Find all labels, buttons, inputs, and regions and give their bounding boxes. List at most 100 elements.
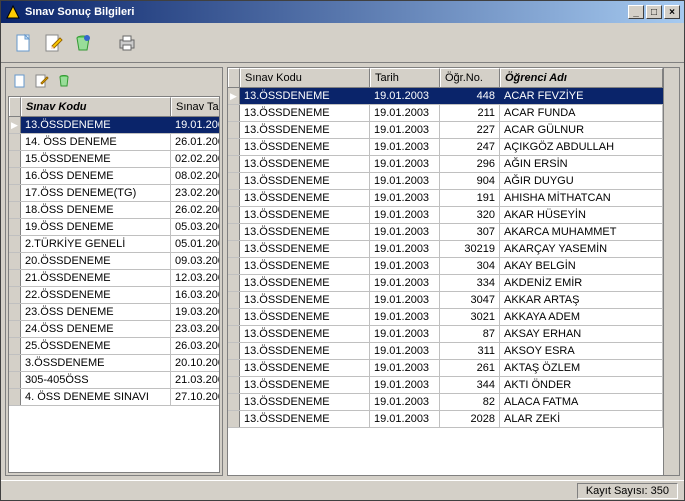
left-grid-row[interactable]: 22.ÖSSDENEME16.03.2003 [9,287,219,304]
cell-tarih: 08.02.2003 [171,168,219,184]
cell-kod: 13.ÖSSDENEME [240,207,370,223]
row-indicator [228,292,240,308]
right-grid-row[interactable]: 13.ÖSSDENEME19.01.200382ALACA FATMA [228,394,663,411]
left-grid[interactable]: Sınav Kodu Sınav Tarihi ▶13.ÖSSDENEME19.… [8,96,220,473]
right-grid-row[interactable]: ▶13.ÖSSDENEME19.01.2003448ACAR FEVZİYE [228,88,663,105]
left-grid-row[interactable]: 15.ÖSSDENEME02.02.2003 [9,151,219,168]
right-grid-row[interactable]: 13.ÖSSDENEME19.01.2003191AHISHA MİTHATCA… [228,190,663,207]
cell-ad: AKAY BELGİN [500,258,663,274]
right-grid-row[interactable]: 13.ÖSSDENEME19.01.2003307AKARCA MUHAMMET [228,224,663,241]
cell-kod: 13.ÖSSDENEME [240,88,370,104]
cell-tarih: 09.03.2003 [171,253,219,269]
left-grid-row[interactable]: 16.ÖSS DENEME08.02.2003 [9,168,219,185]
cell-tarih: 19.01.2003 [370,360,440,376]
right-grid-row[interactable]: 13.ÖSSDENEME19.01.2003334AKDENİZ EMİR [228,275,663,292]
left-grid-row[interactable]: 18.ÖSS DENEME26.02.2003 [9,202,219,219]
cell-no: 344 [440,377,500,393]
cell-ad: AKAR HÜSEYİN [500,207,663,223]
right-grid-row[interactable]: 13.ÖSSDENEME19.01.20033021AKKAYA ADEM [228,309,663,326]
cell-tarih: 19.01.2003 [370,173,440,189]
right-grid-row[interactable]: 13.ÖSSDENEME19.01.2003320AKAR HÜSEYİN [228,207,663,224]
main-toolbar [1,23,684,63]
col-ogrenci-adi[interactable]: Öğrenci Adı [500,68,663,87]
cell-tarih: 19.01.2003 [370,411,440,427]
cell-tarih: 23.02.2003 [171,185,219,201]
cell-kod: 25.ÖSSDENEME [21,338,171,354]
right-grid-row[interactable]: 13.ÖSSDENEME19.01.2003227ACAR GÜLNUR [228,122,663,139]
right-grid-row[interactable]: 13.ÖSSDENEME19.01.2003904AĞIR DUYGU [228,173,663,190]
col-ogr-no[interactable]: Öğr.No. [440,68,500,87]
cell-tarih: 19.01.2003 [370,326,440,342]
left-grid-row[interactable]: 4. ÖSS DENEME SINAVI27.10.2002 [9,389,219,406]
right-grid-row[interactable]: 13.ÖSSDENEME19.01.2003261AKTAŞ ÖZLEM [228,360,663,377]
col-sinav-tarihi[interactable]: Sınav Tarihi [171,97,219,116]
cell-ad: AĞIN ERSİN [500,156,663,172]
new-button[interactable] [9,29,37,57]
row-indicator [9,185,21,201]
cell-kod: 13.ÖSSDENEME [240,377,370,393]
left-grid-row[interactable]: ▶13.ÖSSDENEME19.01.2003 [9,117,219,134]
right-grid-row[interactable]: 13.ÖSSDENEME19.01.200330219AKARÇAY YASEM… [228,241,663,258]
right-grid-row[interactable]: 13.ÖSSDENEME19.01.200387AKSAY ERHAN [228,326,663,343]
cell-kod: 13.ÖSSDENEME [240,224,370,240]
print-button[interactable] [113,29,141,57]
cell-ad: AKSAY ERHAN [500,326,663,342]
col-sinav-kodu-r[interactable]: Sınav Kodu [240,68,370,87]
left-grid-row[interactable]: 24.ÖSS DENEME23.03.2003 [9,321,219,338]
row-indicator [9,355,21,371]
right-grid-row[interactable]: 13.ÖSSDENEME19.01.20033047AKKAR ARTAŞ [228,292,663,309]
edit-small-icon [34,73,50,89]
left-grid-row[interactable]: 23.ÖSS DENEME19.03.2003 [9,304,219,321]
left-edit-button[interactable] [32,71,52,91]
right-grid[interactable]: Sınav Kodu Tarih Öğr.No. Öğrenci Adı ▶13… [228,68,679,475]
cell-ad: AKKAR ARTAŞ [500,292,663,308]
cell-no: 191 [440,190,500,206]
left-grid-row[interactable]: 20.ÖSSDENEME09.03.2003 [9,253,219,270]
cell-kod: 21.ÖSSDENEME [21,270,171,286]
col-sinav-kodu[interactable]: Sınav Kodu [21,97,171,116]
cell-ad: ACAR FEVZİYE [500,88,663,104]
main-window: Sınav Sonuç Bilgileri _ □ × [0,0,685,501]
row-indicator [228,207,240,223]
left-grid-row[interactable]: 2.TÜRKİYE GENELİ05.01.2003 [9,236,219,253]
row-indicator [228,122,240,138]
right-grid-row[interactable]: 13.ÖSSDENEME19.01.2003344AKTI ÖNDER [228,377,663,394]
close-button[interactable]: × [664,5,680,19]
right-grid-row[interactable]: 13.ÖSSDENEME19.01.2003311AKSOY ESRA [228,343,663,360]
row-indicator [228,190,240,206]
left-delete-button[interactable] [54,71,74,91]
cell-no: 82 [440,394,500,410]
minimize-button[interactable]: _ [628,5,644,19]
left-grid-row[interactable]: 3.ÖSSDENEME20.10.2002 [9,355,219,372]
row-indicator [228,394,240,410]
cell-tarih: 19.01.2003 [370,207,440,223]
edit-button[interactable] [39,29,67,57]
left-grid-row[interactable]: 14. ÖSS DENEME26.01.2003 [9,134,219,151]
left-grid-row[interactable]: 305-405ÖSS21.03.2003 [9,372,219,389]
left-grid-row[interactable]: 17.ÖSS DENEME(TG)23.02.2003 [9,185,219,202]
right-grid-row[interactable]: 13.ÖSSDENEME19.01.20032028ALAR ZEKİ [228,411,663,428]
row-indicator [9,202,21,218]
left-new-button[interactable] [10,71,30,91]
right-panel: Sınav Kodu Tarih Öğr.No. Öğrenci Adı ▶13… [227,67,680,476]
col-tarih[interactable]: Tarih [370,68,440,87]
right-vscroll[interactable] [663,68,679,475]
maximize-button[interactable]: □ [646,5,662,19]
right-grid-row[interactable]: 13.ÖSSDENEME19.01.2003247AÇIKGÖZ ABDULLA… [228,139,663,156]
right-grid-row[interactable]: 13.ÖSSDENEME19.01.2003211ACAR FUNDA [228,105,663,122]
delete-button[interactable] [69,29,97,57]
row-indicator [9,338,21,354]
cell-ad: AKKAYA ADEM [500,309,663,325]
cell-ad: ACAR GÜLNUR [500,122,663,138]
left-grid-row[interactable]: 25.ÖSSDENEME26.03.2003 [9,338,219,355]
right-grid-row[interactable]: 13.ÖSSDENEME19.01.2003296AĞIN ERSİN [228,156,663,173]
cell-kod: 13.ÖSSDENEME [240,309,370,325]
left-grid-row[interactable]: 19.ÖSS DENEME05.03.2003 [9,219,219,236]
left-toolbar [6,68,222,94]
cell-kod: 13.ÖSSDENEME [240,156,370,172]
window-title: Sınav Sonuç Bilgileri [25,6,134,18]
row-indicator [9,168,21,184]
left-grid-row[interactable]: 21.ÖSSDENEME12.03.2003 [9,270,219,287]
cell-tarih: 26.01.2003 [171,134,219,150]
right-grid-row[interactable]: 13.ÖSSDENEME19.01.2003304AKAY BELGİN [228,258,663,275]
